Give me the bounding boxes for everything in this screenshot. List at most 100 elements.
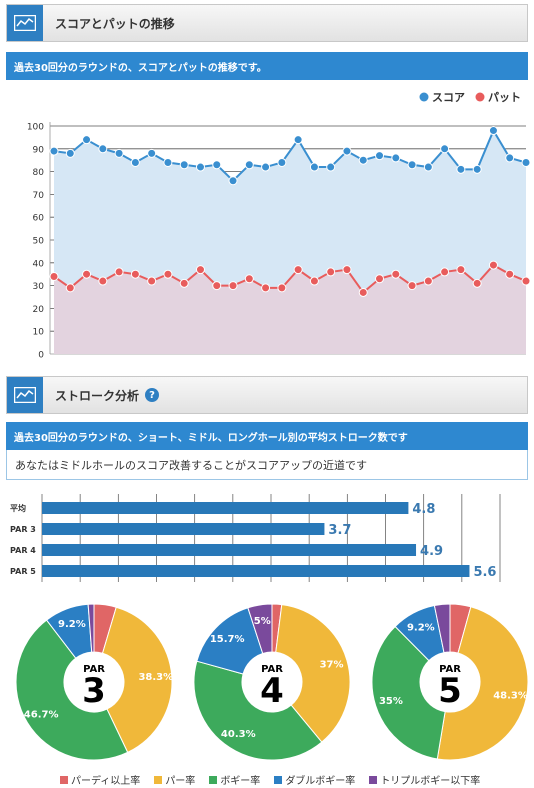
legend-label: パーディ以上率 xyxy=(71,776,141,787)
bar-value-label: 4.9 xyxy=(420,544,443,559)
score-point xyxy=(65,148,75,158)
putt-point xyxy=(277,283,287,293)
pie-slice-label: 35% xyxy=(379,696,403,707)
legend-item-double-bogey: ダブルボギー率 xyxy=(274,772,355,787)
y-tick-label: 20 xyxy=(33,305,45,315)
chart-icon xyxy=(7,5,43,41)
pie-slice xyxy=(371,625,446,760)
score-point xyxy=(326,162,336,172)
y-tick-label: 10 xyxy=(33,328,45,338)
pie-slice-label: 46.7% xyxy=(24,709,59,720)
y-tick-label: 70 xyxy=(33,191,45,201)
legend-item-triple-bogey: トリプルボギー以下率 xyxy=(369,772,480,787)
score-point xyxy=(391,153,401,163)
score-point xyxy=(228,176,238,186)
pie-slice-label: 9.2% xyxy=(407,622,435,633)
bar xyxy=(42,544,417,556)
pie-slice-label: 38.3% xyxy=(138,672,173,683)
pie-slice xyxy=(15,619,129,761)
score-point xyxy=(456,164,466,174)
putt-point xyxy=(342,265,352,275)
pie-title-small: PAR xyxy=(83,664,105,675)
score-point xyxy=(212,160,222,170)
y-tick-label: 0 xyxy=(38,351,44,361)
stroke-bar-chart: 平均 4.8 PAR 3 3.7 PAR 4 4.9 PAR 5 5.6 xyxy=(10,494,501,582)
y-tick-label: 90 xyxy=(33,145,45,155)
pie-slice xyxy=(193,660,323,761)
putt-point xyxy=(521,276,531,286)
y-tick-label: 80 xyxy=(33,168,45,178)
score-point xyxy=(49,146,59,156)
section-title: スコアとパットの推移 xyxy=(55,16,175,31)
score-point xyxy=(98,144,108,154)
score-point xyxy=(358,155,368,165)
pie-slice xyxy=(87,603,95,653)
putt-point xyxy=(391,269,401,279)
pie-title-small: PAR xyxy=(439,664,461,675)
putt-point xyxy=(423,276,433,286)
legend-label: トリプルボギー以下率 xyxy=(380,776,481,787)
score-point xyxy=(261,162,271,172)
score-point xyxy=(195,162,205,172)
pie-title-big: 3 xyxy=(82,671,106,711)
bar-category-label: 平均 xyxy=(10,503,26,513)
stroke-analysis-section-header: ストローク分析 ? xyxy=(6,376,528,414)
donut-hole xyxy=(243,653,301,711)
pie-title-big: 4 xyxy=(260,671,284,711)
putt-point xyxy=(147,276,157,286)
putt-point xyxy=(456,265,466,275)
pie-legend: パーディ以上率 パー率 ボギー率 ダブルボギー率 トリプルボギー以下率 xyxy=(60,772,480,787)
putt-point xyxy=(309,276,319,286)
putt-point xyxy=(440,267,450,277)
legend-label: パット xyxy=(488,91,521,104)
y-tick-label: 50 xyxy=(33,237,45,247)
putt-point xyxy=(472,278,482,288)
legend-swatch xyxy=(60,775,68,784)
bar xyxy=(42,523,325,535)
stroke-description: 過去30回分のラウンドの、ショート、ミドル、ロングホール別の平均ストローク数です xyxy=(6,422,528,450)
pie-slice xyxy=(433,603,451,654)
pie-slice xyxy=(275,604,351,743)
putt-point xyxy=(212,281,222,291)
donut-hole xyxy=(65,653,123,711)
putt-point xyxy=(407,281,417,291)
putt-point xyxy=(488,260,498,270)
pie-slice xyxy=(436,606,529,761)
putt-point xyxy=(179,278,189,288)
score-point xyxy=(163,157,173,167)
legend-swatch xyxy=(209,775,218,784)
score-point xyxy=(423,162,433,172)
score-point xyxy=(277,157,287,167)
score-putt-line-chart: スコア パット 0 10 20 30 40 50 60 70 80 90 100 xyxy=(27,91,531,361)
bar-value-label: 3.7 xyxy=(328,523,351,538)
putt-point xyxy=(130,269,140,279)
section-description: 過去30回分のラウンドの、スコアとパットの推移です。 xyxy=(6,52,528,80)
putt-point xyxy=(98,276,108,286)
advice-text: あなたはミドルホールのスコア改善することがスコアアップの近道です xyxy=(6,450,528,480)
putt-point xyxy=(358,287,368,297)
pie-slice xyxy=(247,603,273,655)
putt-point xyxy=(293,265,303,275)
score-point xyxy=(407,160,417,170)
section-title: ストローク分析 xyxy=(55,388,140,403)
bar-category-label: PAR 4 xyxy=(10,546,36,555)
putt-point xyxy=(49,271,59,281)
pie-slice-label: 5% xyxy=(254,616,271,627)
score-point xyxy=(130,157,140,167)
legend-marker xyxy=(475,92,485,102)
putt-point xyxy=(163,269,173,279)
help-icon[interactable]: ? xyxy=(145,388,160,402)
y-tick-label: 60 xyxy=(33,214,45,224)
score-point xyxy=(342,146,352,156)
donut-hole xyxy=(421,653,479,711)
putt-point xyxy=(228,281,238,291)
score-point xyxy=(179,160,189,170)
bar-category-label: PAR 3 xyxy=(10,525,36,534)
score-point xyxy=(472,164,482,174)
legend-label: パー率 xyxy=(165,776,196,787)
score-point xyxy=(375,151,385,161)
score-point xyxy=(82,135,92,145)
